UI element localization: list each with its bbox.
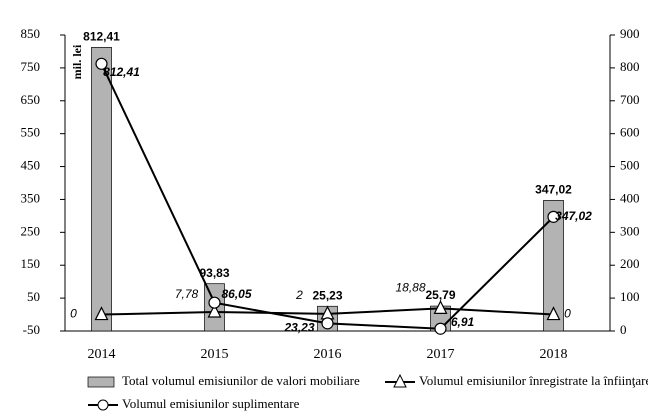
- bar-value-label: 93,83: [199, 266, 229, 280]
- y2-tick-label: 900: [620, 26, 640, 41]
- y-tick-label: 250: [21, 223, 41, 238]
- legend-swatch: [87, 376, 115, 388]
- point-value-label: 347,02: [555, 209, 592, 223]
- y-axis-label: mil. lei: [70, 44, 84, 79]
- x-tick-label: 2015: [201, 347, 229, 362]
- bar: [543, 200, 564, 332]
- triangle-marker: [207, 303, 222, 318]
- bar-value-label: 812,41: [83, 30, 120, 44]
- x-tick-label: 2017: [427, 347, 455, 362]
- legend-label: Volumul emisiunilor înregistrate la înfi…: [419, 373, 648, 388]
- point-value-label: 23,23: [283, 321, 314, 335]
- y-tick-label: 150: [21, 256, 41, 271]
- circle-marker: [547, 210, 560, 223]
- y2-tick-label: 800: [620, 59, 640, 74]
- y-tick-label: 550: [21, 125, 41, 140]
- circle-marker: [95, 57, 108, 70]
- y-tick-label: 450: [21, 158, 41, 173]
- y2-tick-label: 400: [620, 190, 640, 205]
- y2-tick-label: 300: [620, 223, 640, 238]
- legend-label: Total volumul emisiunilor de valori mobi…: [122, 373, 360, 388]
- legend-marker: [393, 373, 407, 388]
- legend-marker: [97, 399, 109, 411]
- bar: [91, 47, 112, 332]
- point-value-label: 812,41: [103, 65, 140, 79]
- point-value-label: 0: [70, 307, 77, 321]
- circle-marker: [321, 317, 334, 330]
- y2-tick-label: 200: [620, 256, 640, 271]
- y-tick-label: -50: [23, 322, 40, 337]
- bar-value-label: 347,02: [535, 183, 572, 197]
- bar-value-label: 25,79: [425, 288, 455, 302]
- point-value-label: 86,05: [221, 287, 251, 301]
- triangle-marker: [94, 306, 109, 321]
- point-value-label: 18,88: [395, 281, 425, 295]
- triangle-marker: [433, 300, 448, 314]
- x-tick-label: 2014: [88, 347, 116, 362]
- x-tick-label: 2016: [314, 347, 342, 362]
- y-tick-label: 850: [21, 26, 41, 41]
- y-tick-label: 350: [21, 190, 41, 205]
- circle-marker: [434, 322, 447, 335]
- y2-tick-label: 700: [620, 92, 640, 107]
- point-value-label: 7,78: [175, 287, 199, 301]
- y2-tick-label: 100: [620, 289, 640, 304]
- y2-tick-label: 600: [620, 125, 640, 140]
- y2-tick-label: 500: [620, 158, 640, 173]
- triangle-marker: [546, 306, 561, 321]
- x-tick-label: 2018: [540, 347, 568, 362]
- y-tick-label: 750: [21, 59, 41, 74]
- y2-tick-label: 0: [620, 322, 627, 337]
- y-tick-label: 650: [21, 92, 41, 107]
- circle-marker: [208, 296, 221, 309]
- legend-label: Volumul emisiunilor suplimentare: [122, 396, 300, 411]
- point-value-label: 6,91: [451, 315, 475, 329]
- point-value-label: 2: [295, 288, 303, 302]
- y-tick-label: 50: [27, 289, 40, 304]
- bar-value-label: 25,23: [312, 288, 342, 302]
- point-value-label: 0: [564, 307, 571, 321]
